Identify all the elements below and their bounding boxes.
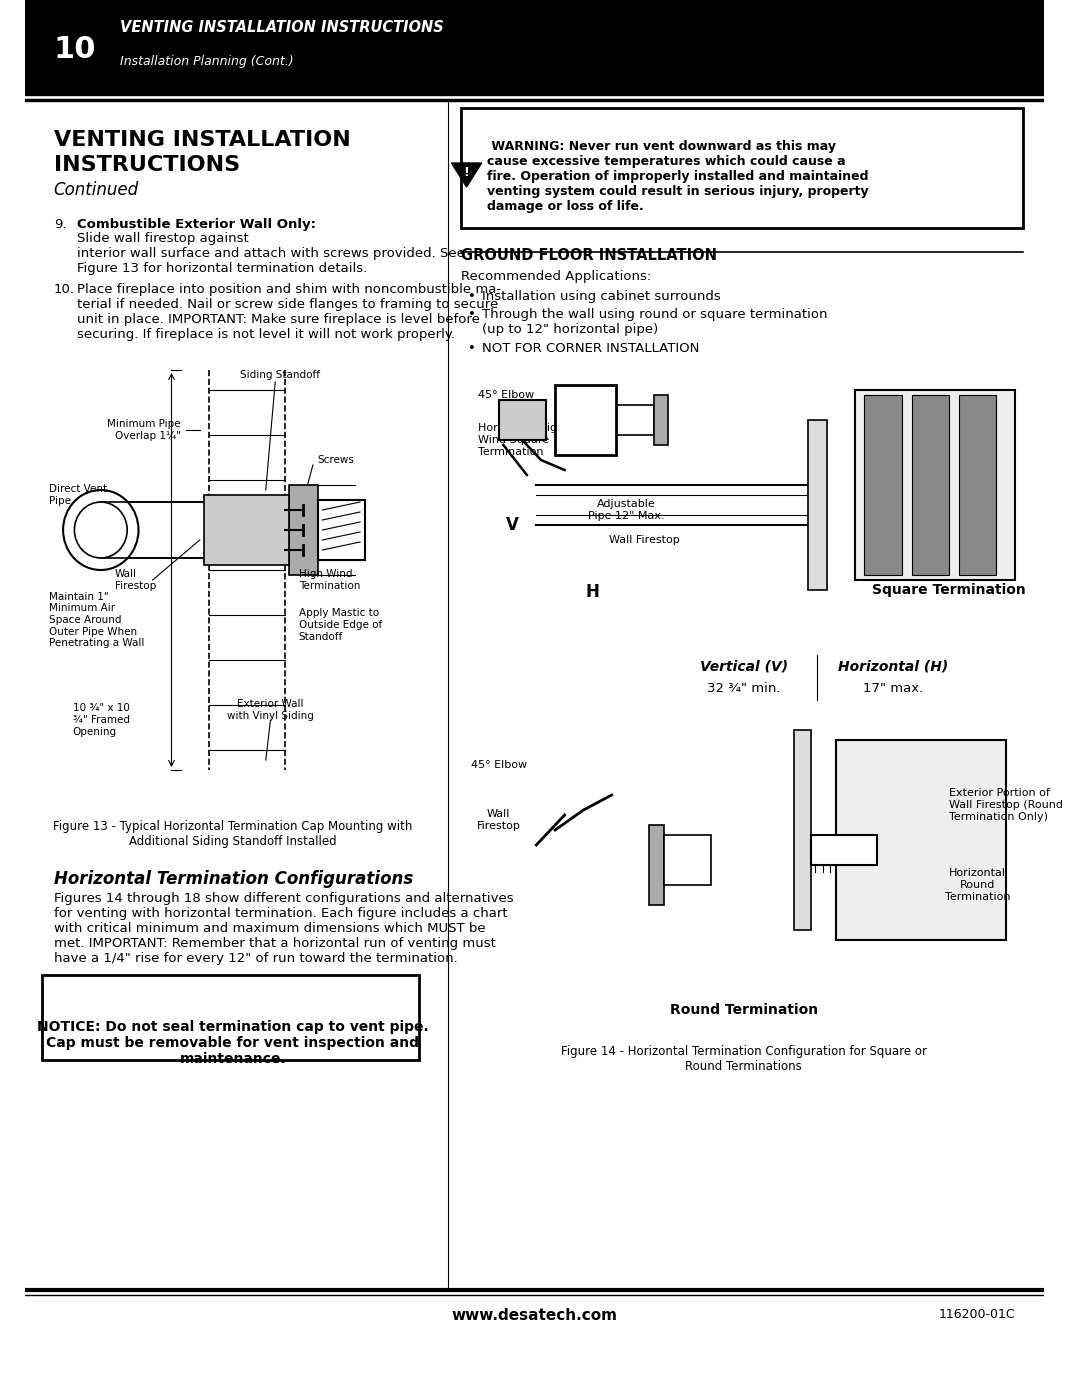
Text: NOTICE: Do not seal termination cap to vent pipe.
Cap must be removable for vent: NOTICE: Do not seal termination cap to v… — [37, 1020, 429, 1066]
Text: V: V — [507, 515, 519, 534]
Text: •: • — [469, 291, 476, 303]
Bar — [461, 108, 1023, 228]
Text: Figure 14 - Horizontal Termination Configuration for Square or
Round Termination: Figure 14 - Horizontal Termination Confi… — [561, 1045, 927, 1073]
Bar — [794, 731, 811, 930]
Text: Combustible Exterior Wall Only:: Combustible Exterior Wall Only: — [78, 218, 316, 231]
Circle shape — [75, 502, 127, 557]
Text: 10 ¾" x 10
¾" Framed
Opening: 10 ¾" x 10 ¾" Framed Opening — [72, 704, 130, 736]
Text: Minimum Pipe
Overlap 1¹⁄₄": Minimum Pipe Overlap 1¹⁄₄" — [107, 419, 181, 441]
Text: Round Termination: Round Termination — [670, 1003, 818, 1017]
Text: 10.: 10. — [54, 284, 75, 296]
Bar — [649, 826, 663, 905]
Text: 9.: 9. — [54, 218, 66, 231]
Text: H: H — [586, 583, 599, 601]
Bar — [654, 395, 669, 446]
Text: Wall Firestop: Wall Firestop — [609, 535, 680, 545]
Text: !: ! — [463, 166, 470, 179]
Bar — [836, 740, 1005, 940]
Bar — [811, 835, 877, 865]
Text: Square Termination: Square Termination — [873, 583, 1026, 597]
Text: Direct Vent
Pipe: Direct Vent Pipe — [49, 485, 107, 506]
Text: 32 ¾" min.: 32 ¾" min. — [707, 682, 781, 694]
Text: Figures 14 through 18 show different configurations and alternatives
for venting: Figures 14 through 18 show different con… — [54, 893, 513, 965]
Text: Wall
Firestop: Wall Firestop — [114, 569, 157, 591]
Text: High Wind
Termination: High Wind Termination — [299, 569, 360, 591]
Text: NOT FOR CORNER INSTALLATION: NOT FOR CORNER INSTALLATION — [482, 342, 699, 355]
Text: INSTRUCTIONS: INSTRUCTIONS — [54, 155, 240, 175]
Bar — [100, 502, 210, 557]
Bar — [663, 835, 711, 886]
Text: Installation Planning (Cont.): Installation Planning (Cont.) — [120, 56, 294, 68]
Text: VENTING INSTALLATION: VENTING INSTALLATION — [54, 130, 350, 149]
Text: •: • — [469, 307, 476, 321]
Text: Screws: Screws — [318, 455, 354, 465]
Text: Exterior Portion of
Wall Firestop (Round
Termination Only): Exterior Portion of Wall Firestop (Round… — [949, 788, 1063, 821]
Bar — [808, 420, 826, 590]
Text: 116200-01C: 116200-01C — [939, 1309, 1015, 1322]
Bar — [318, 500, 365, 560]
Bar — [959, 395, 997, 576]
Polygon shape — [451, 163, 482, 187]
Text: Exterior Wall
with Vinyl Siding: Exterior Wall with Vinyl Siding — [227, 700, 314, 721]
Text: VENTING INSTALLATION INSTRUCTIONS: VENTING INSTALLATION INSTRUCTIONS — [120, 21, 444, 35]
Bar — [499, 400, 545, 440]
Text: Continued: Continued — [54, 182, 139, 198]
Text: 10: 10 — [53, 35, 96, 64]
Text: WARNING: Never run vent downward as this may
cause excessive temperatures which : WARNING: Never run vent downward as this… — [487, 140, 869, 212]
Text: Recommended Applications:: Recommended Applications: — [461, 270, 651, 284]
Bar — [912, 395, 949, 576]
Text: •: • — [469, 342, 476, 355]
Text: Through the wall using round or square termination
(up to 12" horizontal pipe): Through the wall using round or square t… — [482, 307, 827, 337]
Text: Apply Mastic to
Outside Edge of
Standoff: Apply Mastic to Outside Edge of Standoff — [299, 609, 382, 641]
Text: Maintain 1"
Minimum Air
Space Around
Outer Pipe When
Penetrating a Wall: Maintain 1" Minimum Air Space Around Out… — [49, 592, 145, 648]
Bar — [289, 485, 318, 576]
Text: Horizontal Termination Configurations: Horizontal Termination Configurations — [54, 870, 413, 888]
Text: Figure 13 - Typical Horizontal Termination Cap Mounting with
Additional Siding S: Figure 13 - Typical Horizontal Terminati… — [53, 820, 413, 848]
Text: Installation using cabinet surrounds: Installation using cabinet surrounds — [482, 291, 720, 303]
Text: 45° Elbow: 45° Elbow — [477, 390, 534, 400]
Text: Horizontal (H): Horizontal (H) — [838, 659, 948, 673]
Text: Adjustable
Pipe 12" Max.: Adjustable Pipe 12" Max. — [588, 499, 664, 521]
Text: Place fireplace into position and shim with noncombustible ma-
terial if needed.: Place fireplace into position and shim w… — [78, 284, 501, 341]
Text: Horizontal High
Wind Square
Termination: Horizontal High Wind Square Termination — [477, 423, 564, 457]
Bar — [204, 495, 289, 564]
Bar — [25, 0, 1043, 95]
Bar — [617, 405, 654, 434]
Text: GROUND FLOOR INSTALLATION: GROUND FLOOR INSTALLATION — [461, 249, 717, 263]
Bar — [555, 386, 617, 455]
Text: www.desatech.com: www.desatech.com — [451, 1308, 618, 1323]
Text: Vertical (V): Vertical (V) — [700, 659, 787, 673]
Circle shape — [63, 490, 138, 570]
Text: Horizontal
Round
Termination: Horizontal Round Termination — [945, 869, 1010, 901]
Bar — [42, 975, 419, 1060]
Bar — [855, 390, 1015, 580]
Text: Siding Standoff: Siding Standoff — [240, 370, 320, 380]
Text: 45° Elbow: 45° Elbow — [471, 760, 527, 770]
Bar — [864, 395, 902, 576]
Bar — [42, 8, 107, 88]
Text: 17" max.: 17" max. — [863, 682, 922, 694]
Text: Slide wall firestop against
interior wall surface and attach with screws provide: Slide wall firestop against interior wal… — [78, 232, 465, 275]
Text: Wall
Firestop: Wall Firestop — [476, 809, 521, 831]
